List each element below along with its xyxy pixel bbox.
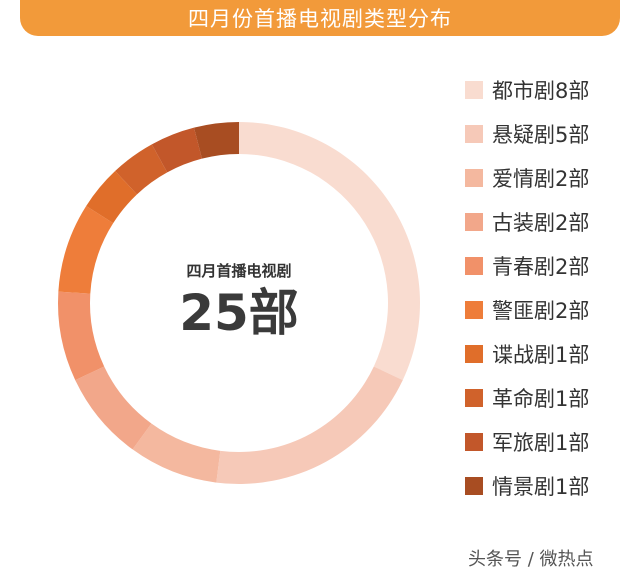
legend-item: 警匪剧2部 <box>465 288 635 332</box>
legend-swatch <box>465 213 483 231</box>
legend-item: 军旅剧1部 <box>465 420 635 464</box>
center-label: 四月首播电视剧 <box>186 262 292 280</box>
legend-label: 爱情剧2部 <box>492 167 590 191</box>
legend: 都市剧8部悬疑剧5部爱情剧2部古装剧2部青春剧2部警匪剧2部谍战剧1部革命剧1部… <box>465 68 635 508</box>
legend-label: 悬疑剧5部 <box>492 123 590 147</box>
chart-title: 四月份首播电视剧类型分布 <box>188 7 452 31</box>
legend-item: 情景剧1部 <box>465 464 635 508</box>
legend-label: 军旅剧1部 <box>492 431 590 455</box>
legend-swatch <box>465 257 483 275</box>
legend-swatch <box>465 477 483 495</box>
legend-swatch <box>465 345 483 363</box>
legend-item: 谍战剧1部 <box>465 332 635 376</box>
legend-item: 革命剧1部 <box>465 376 635 420</box>
legend-label: 警匪剧2部 <box>492 299 590 323</box>
legend-item: 悬疑剧5部 <box>465 112 635 156</box>
legend-swatch <box>465 81 483 99</box>
legend-label: 都市剧8部 <box>492 79 590 103</box>
title-banner: 四月份首播电视剧类型分布 <box>20 0 620 36</box>
donut-slice-0 <box>239 122 420 381</box>
donut-slice-6 <box>86 171 138 224</box>
donut-slice-1 <box>216 366 403 484</box>
legend-swatch <box>465 125 483 143</box>
legend-item: 青春剧2部 <box>465 244 635 288</box>
legend-swatch <box>465 433 483 451</box>
legend-swatch <box>465 389 483 407</box>
legend-label: 谍战剧1部 <box>492 343 590 367</box>
legend-label: 情景剧1部 <box>492 475 590 499</box>
legend-item: 爱情剧2部 <box>465 156 635 200</box>
legend-swatch <box>465 301 483 319</box>
legend-label: 古装剧2部 <box>492 211 590 235</box>
donut-slice-8 <box>151 127 202 173</box>
donut-slice-4 <box>57 291 105 381</box>
center-total: 25部 <box>179 284 299 342</box>
legend-swatch <box>465 169 483 187</box>
watermark: 头条号 / 微热点 <box>468 549 594 570</box>
donut-slice-2 <box>132 423 221 483</box>
donut-slice-5 <box>58 206 114 294</box>
legend-label: 革命剧1部 <box>492 387 590 411</box>
legend-label: 青春剧2部 <box>492 255 590 279</box>
donut-slice-9 <box>193 122 239 159</box>
legend-item: 古装剧2部 <box>465 200 635 244</box>
donut-slice-3 <box>75 366 152 450</box>
legend-item: 都市剧8部 <box>465 68 635 112</box>
donut-slice-7 <box>115 144 168 195</box>
